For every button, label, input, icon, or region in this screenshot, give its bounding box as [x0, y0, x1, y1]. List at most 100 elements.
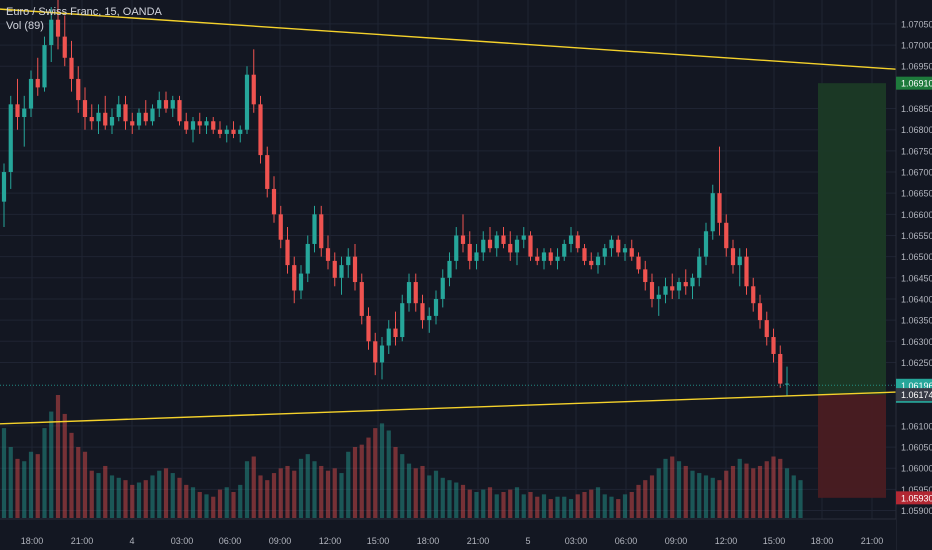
volume-bar	[683, 465, 688, 518]
candle	[123, 95, 128, 130]
candle-body	[251, 74, 256, 105]
volume-bar	[710, 477, 715, 518]
candle	[42, 36, 47, 92]
candle-body	[170, 100, 175, 109]
candle-body	[8, 104, 13, 173]
candle	[487, 227, 493, 253]
candle-body	[69, 57, 74, 79]
volume-bar	[764, 461, 769, 518]
volume-bar	[676, 461, 682, 518]
volume-bar	[649, 475, 655, 518]
volume-bar	[616, 499, 621, 518]
volume-bar	[535, 496, 540, 518]
candle-body	[42, 45, 47, 88]
candle-body	[305, 243, 310, 274]
volume-bar	[190, 487, 196, 518]
stop-price-label-text: 1.05930	[901, 493, 932, 503]
candle	[231, 121, 236, 139]
volume-bar	[622, 494, 628, 518]
candle	[474, 243, 479, 270]
candle-body	[649, 282, 655, 299]
x-tick-label: 09:00	[665, 536, 688, 546]
candle-body	[535, 256, 540, 261]
candle-body	[528, 235, 533, 257]
candle	[170, 95, 175, 118]
candle-body	[541, 252, 547, 261]
candle-body	[123, 104, 128, 122]
candle-body	[508, 243, 513, 253]
volume-bar	[400, 454, 405, 518]
candle	[116, 95, 121, 122]
candle	[1, 163, 7, 228]
candle-body	[238, 129, 243, 134]
candle-body	[130, 121, 135, 126]
candle-body	[643, 269, 648, 283]
candle	[582, 243, 587, 266]
y-tick-label: 1.06650	[901, 189, 932, 199]
candle-body	[575, 235, 580, 249]
volume-indicator-label[interactable]: Vol (89)	[6, 20, 44, 32]
candle	[643, 260, 648, 291]
volume-bar	[724, 470, 729, 518]
candle-body	[555, 256, 560, 261]
candle	[710, 184, 715, 240]
x-tick-label: 21:00	[467, 536, 490, 546]
candle	[177, 95, 182, 126]
candle	[8, 95, 13, 189]
candle	[157, 91, 162, 118]
candle	[575, 231, 580, 253]
candle	[96, 104, 101, 134]
candle	[535, 248, 540, 266]
volume-bar	[386, 430, 391, 518]
candle	[616, 235, 621, 257]
volume-bar	[184, 484, 189, 518]
volume-bar	[157, 470, 162, 518]
candle-body	[595, 256, 601, 266]
candle	[319, 205, 324, 257]
candle-body	[35, 78, 40, 88]
candle	[136, 108, 142, 130]
y-tick-label: 1.06350	[901, 316, 932, 326]
volume-bar	[481, 489, 486, 518]
y-tick-label: 1.06250	[901, 358, 932, 368]
volume-bar	[501, 491, 506, 518]
volume-bar	[217, 489, 223, 518]
candle	[346, 248, 351, 278]
chart-legend: Euro / Swiss Franc, 15, OANDA Vol (89)	[6, 5, 162, 33]
volume-bar	[697, 473, 702, 518]
candle	[35, 57, 40, 96]
candle-body	[15, 104, 20, 118]
candle	[703, 222, 709, 266]
candle	[103, 95, 108, 130]
candle-body	[244, 74, 250, 130]
entry-price-label: 1.06174	[896, 388, 932, 402]
volume-bar	[744, 463, 749, 518]
candle-body	[454, 235, 459, 261]
candle-body	[724, 222, 729, 249]
candle-body	[224, 129, 229, 134]
volume-bar	[730, 465, 736, 518]
candle-body	[636, 256, 641, 270]
candle	[285, 227, 290, 274]
candle-body	[285, 239, 290, 266]
x-tick-label: 12:00	[319, 536, 342, 546]
candles	[1, 0, 790, 397]
volume-bar	[292, 470, 297, 518]
volume-bar	[258, 475, 263, 518]
candle-body	[393, 328, 398, 338]
candle-body	[319, 214, 324, 249]
y-tick-label: 1.06700	[901, 168, 932, 178]
candle-body	[339, 265, 344, 278]
candle-body	[265, 155, 270, 189]
candle	[467, 231, 472, 270]
y-tick-label: 1.06050	[901, 443, 932, 453]
candle-body	[609, 239, 614, 249]
y-tick-label: 1.06000	[901, 464, 932, 474]
candle-body	[670, 286, 675, 291]
candle	[373, 332, 378, 376]
symbol-title[interactable]: Euro / Swiss Franc, 15, OANDA	[6, 6, 162, 18]
candle	[676, 277, 682, 299]
candle-body	[629, 248, 634, 257]
volume-bar	[595, 487, 601, 518]
